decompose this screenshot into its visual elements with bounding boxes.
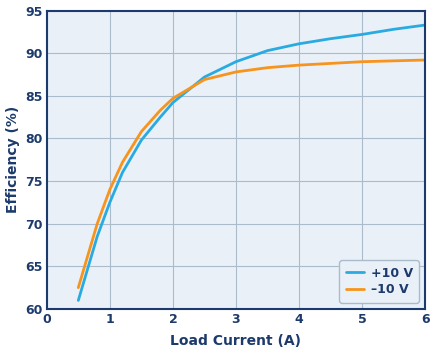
+10 V [88, 256, 93, 260]
+10 V [157, 115, 162, 119]
–10 V [88, 243, 93, 247]
+10 V [264, 48, 270, 53]
+10 V [95, 234, 100, 239]
–10 V [421, 58, 427, 62]
+10 V [138, 138, 144, 142]
Y-axis label: Efficiency (%): Efficiency (%) [6, 106, 20, 213]
+10 V [233, 59, 238, 64]
–10 V [170, 96, 175, 101]
+10 V [201, 75, 207, 79]
Line: –10 V: –10 V [78, 60, 424, 288]
+10 V [327, 36, 332, 41]
–10 V [95, 222, 100, 226]
–10 V [76, 286, 81, 290]
–10 V [107, 188, 112, 192]
–10 V [327, 61, 332, 65]
–10 V [201, 78, 207, 82]
+10 V [390, 27, 395, 32]
–10 V [264, 65, 270, 70]
–10 V [101, 205, 106, 209]
+10 V [101, 217, 106, 222]
+10 V [119, 170, 125, 175]
+10 V [82, 277, 87, 281]
+10 V [170, 101, 175, 105]
–10 V [358, 59, 364, 64]
X-axis label: Load Current (A): Load Current (A) [170, 335, 301, 348]
+10 V [358, 32, 364, 36]
Line: +10 V: +10 V [78, 25, 424, 301]
+10 V [107, 200, 112, 205]
+10 V [76, 298, 81, 303]
+10 V [421, 23, 427, 27]
–10 V [157, 108, 162, 113]
–10 V [119, 160, 125, 164]
–10 V [138, 130, 144, 134]
–10 V [82, 264, 87, 268]
+10 V [296, 42, 301, 46]
–10 V [296, 63, 301, 67]
Legend: +10 V, –10 V: +10 V, –10 V [339, 261, 418, 303]
–10 V [233, 70, 238, 74]
–10 V [390, 59, 395, 63]
